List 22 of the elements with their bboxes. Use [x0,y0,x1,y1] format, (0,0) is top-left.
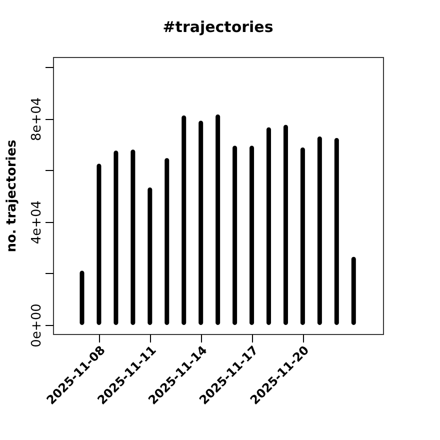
chart-title: #trajectories [162,18,274,36]
bar [283,124,288,325]
y-tick-label: 8e+04 [30,97,44,141]
bar [198,120,204,325]
y-tick-label: 0e+00 [30,304,44,348]
y-axis-title: no. trajectories [4,139,20,252]
bar [96,164,102,325]
bar [300,148,305,325]
bar [317,136,322,325]
bar [351,256,356,325]
bar [216,114,220,325]
bar [250,146,254,325]
bar [80,270,84,325]
y-tick-label: 4e+04 [30,200,44,244]
bar [232,146,238,325]
bar [266,127,272,325]
bar [164,158,170,325]
bar [182,116,186,325]
bar [130,150,136,325]
bar [114,150,118,325]
bar [148,188,152,325]
bar [334,138,339,325]
